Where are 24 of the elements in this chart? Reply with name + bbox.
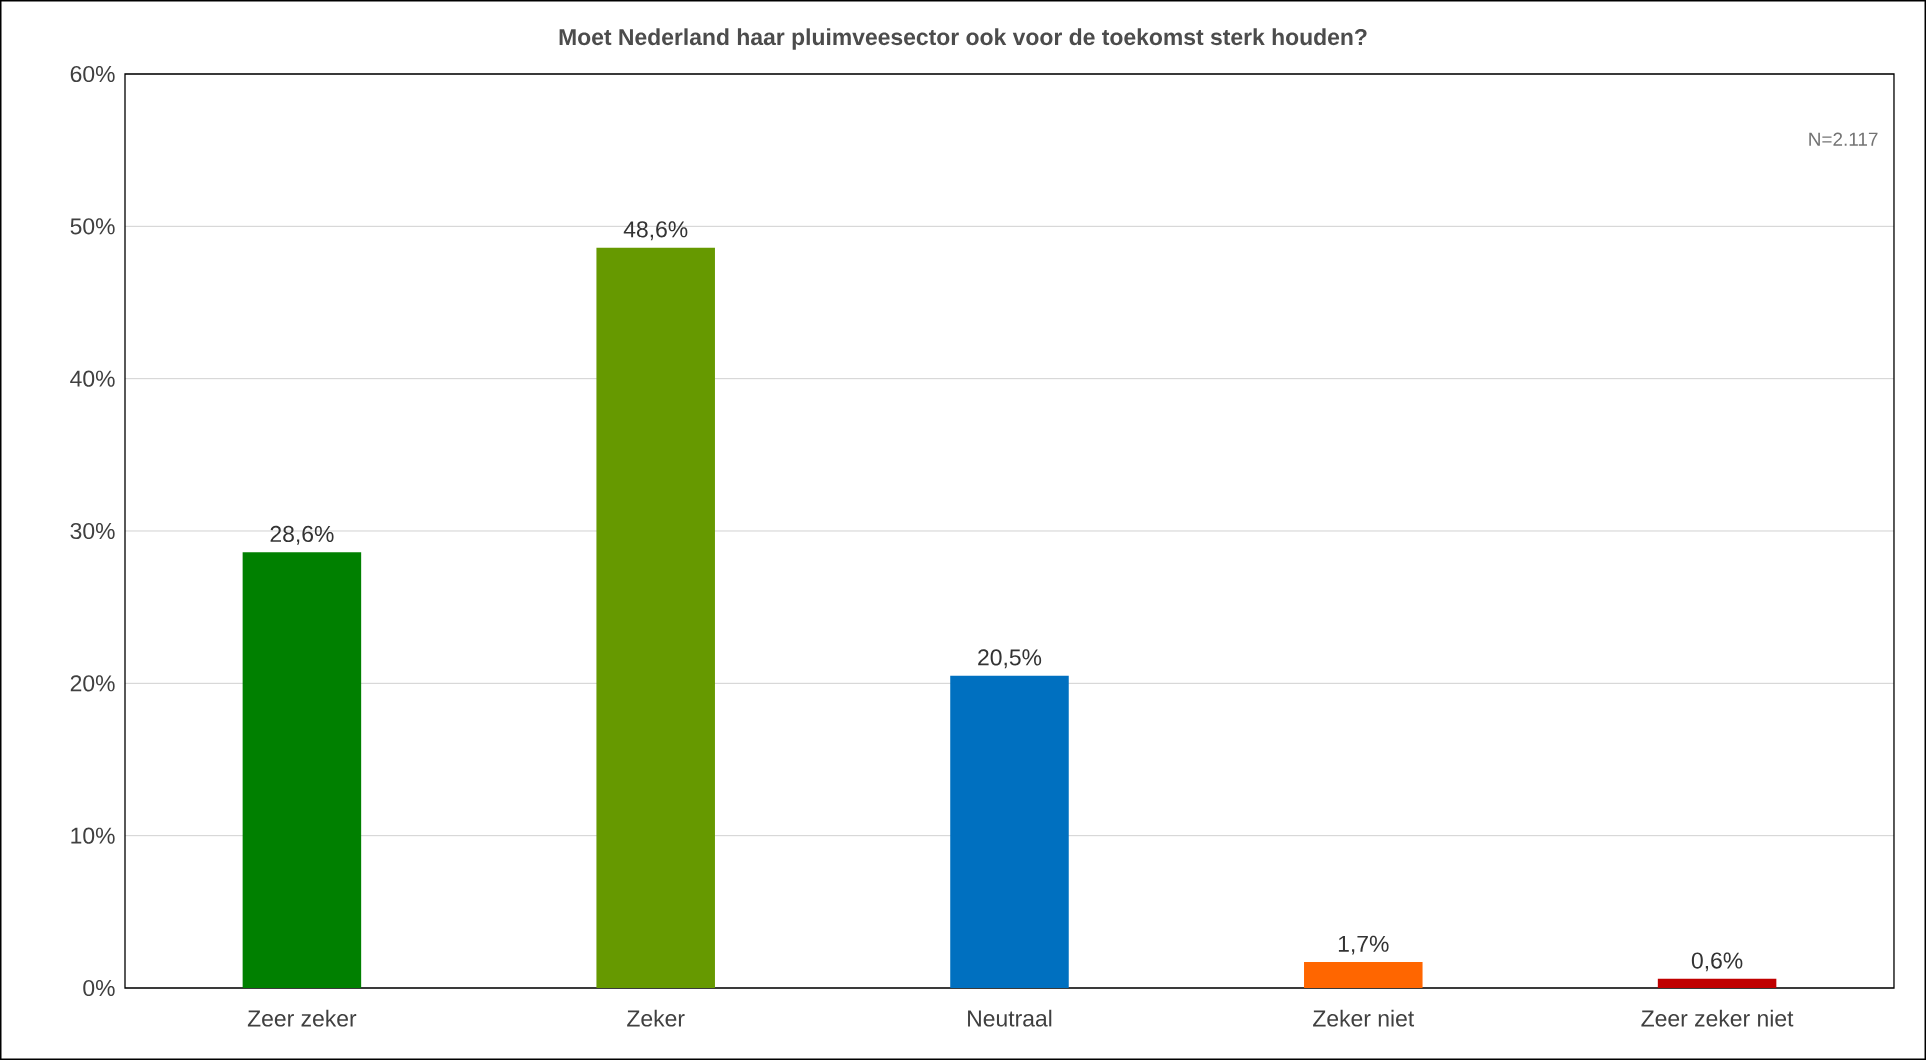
annotation: N=2.117: [1809, 132, 1878, 146]
x-tick-label: Zeer zeker: [247, 1009, 357, 1027]
bar: [596, 247, 715, 988]
bar: [1304, 962, 1423, 988]
y-tick-label: 30%: [70, 522, 115, 540]
y-tick-label: 20%: [70, 675, 115, 692]
bar: [1657, 978, 1777, 988]
chart-title: Moet Nederland haar pluimveesector ook voor de toekomst sterk houden?: [559, 28, 1367, 50]
x-tick-label: Zeker: [627, 1009, 685, 1027]
data-label: 28,6%: [270, 525, 334, 545]
bar: [242, 552, 362, 988]
data-label: 0,6%: [1691, 952, 1743, 972]
x-tick-label: Zeer zeker niet: [1641, 1009, 1794, 1027]
bar: [950, 675, 1069, 988]
y-tick-label: 0%: [83, 979, 115, 997]
data-label: 20,5%: [978, 649, 1042, 669]
y-tick-label: 50%: [70, 218, 115, 235]
y-tick-label: 60%: [70, 65, 115, 83]
data-label: 48,6%: [623, 221, 688, 241]
y-tick-label: 10%: [71, 827, 115, 844]
y-tick-label: 40%: [70, 370, 115, 387]
data-label: 1,7%: [1338, 935, 1389, 955]
x-tick-label: Neutraal: [968, 1009, 1052, 1027]
x-tick-label: Zeker niet: [1313, 1009, 1415, 1027]
